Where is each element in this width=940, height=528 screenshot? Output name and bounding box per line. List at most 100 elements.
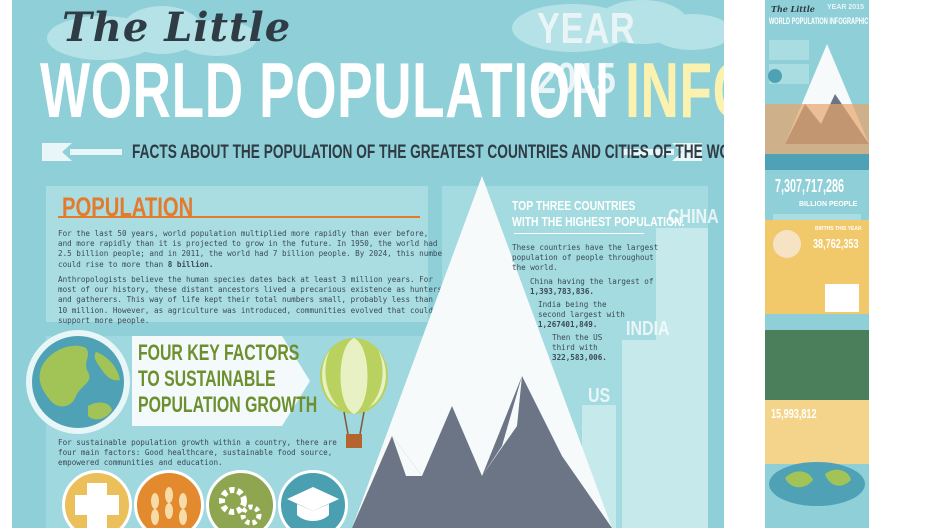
script-title: The Little — [62, 4, 292, 51]
thumb-baby-icon — [773, 230, 801, 258]
balloon-stripe — [322, 350, 340, 408]
factors-line: FOUR KEY FACTORS — [138, 340, 300, 365]
grain — [179, 493, 187, 509]
thumb-births-label: BIRTHS THIS YEAR — [815, 226, 862, 232]
main-title-text: WORLD POPULATION — [40, 46, 626, 134]
medical-cross-icon — [75, 483, 119, 528]
us-population-value: 322,583,006. — [552, 353, 607, 363]
text-line: population of people throughout — [512, 253, 654, 263]
factors-title: FOUR KEY FACTORS TO SUSTAINABLE POPULATI… — [138, 340, 317, 418]
text-line: four main factors: Good healthcare, sust… — [58, 448, 333, 458]
text-line: could rise to more than 8 billion. — [58, 260, 447, 270]
thumb-city — [765, 104, 869, 154]
healthcare-factor — [62, 470, 132, 528]
community-factor — [206, 470, 276, 528]
factors-line: TO SUSTAINABLE — [138, 366, 276, 391]
thumb-panel — [769, 40, 809, 60]
us-fact: Then the US third with 322,583,006. — [552, 333, 607, 364]
text-line: support more people. — [58, 315, 150, 325]
header-clouds — [47, 0, 724, 60]
thumb-births-value: 38,762,353 — [813, 236, 859, 251]
thumb-continent — [785, 471, 813, 488]
india-population-value: 1,267401,849. — [538, 320, 598, 330]
text-line: For the last 50 years, world population … — [58, 229, 429, 238]
gear — [219, 487, 247, 515]
education-factor — [278, 470, 348, 528]
china-fact: China having the largest of 1,393,783,83… — [530, 277, 653, 297]
country-bars — [582, 228, 708, 528]
grain — [151, 493, 159, 509]
top-countries-heading: TOP THREE COUNTRIES WITH THE HIGHEST POP… — [512, 198, 685, 230]
thumb-population-value: 7,307,717,286 — [775, 176, 845, 196]
subtitle-text: FACTS ABOUT THE POPULATION OF THE GREATE… — [132, 142, 724, 163]
thumb-deaths-value: 15,993,812 — [771, 406, 817, 421]
thumb-cemetery — [765, 330, 869, 400]
text-line: India being the — [538, 300, 607, 309]
ribbon-left-tail — [42, 143, 72, 161]
text-line: most of our history, these distant ances… — [58, 285, 443, 295]
text-line: second largest with — [538, 310, 625, 320]
text-line: 2.5 billion people; and in 2011, the wor… — [58, 249, 447, 259]
population-underline — [58, 216, 420, 218]
thumb-continent — [825, 469, 851, 486]
text-line: empowered communities and education. — [58, 458, 223, 468]
banner-arrow — [132, 336, 310, 426]
text-line: Then the US — [552, 333, 603, 342]
text-line: the world. — [512, 263, 558, 273]
population-paragraph-1: For the last 50 years, world population … — [58, 229, 447, 270]
cloud-shape — [652, 14, 724, 50]
food-factor — [134, 470, 204, 528]
thumb-deaths-section — [765, 400, 869, 464]
thumb-globe — [768, 69, 782, 83]
mountain-rock — [352, 376, 612, 528]
year-label: YEAR 2015 — [537, 4, 636, 103]
globe-icon — [26, 330, 130, 434]
snow-patch — [392, 436, 422, 476]
bar-label-us: US — [588, 385, 611, 407]
thumb-population-label: BILLION PEOPLE — [795, 200, 862, 209]
balloon-stripe — [368, 350, 386, 408]
text-line: These countries have the largest — [512, 243, 659, 252]
bar-label-china: CHINA — [668, 206, 719, 228]
thumb-year: YEAR 2015 — [827, 4, 864, 11]
text-line: third with — [552, 343, 598, 353]
factors-line: POPULATION GROWTH — [138, 392, 318, 417]
grain — [179, 509, 187, 525]
thumb-world-map — [769, 462, 865, 506]
bar-china — [656, 228, 708, 528]
cap-base — [297, 504, 329, 521]
cloud-shape — [177, 20, 257, 56]
wheat-icon — [151, 487, 187, 525]
china-population-value: 1,393,783,836. — [530, 287, 595, 297]
gears-icon — [219, 487, 262, 526]
factors-banner — [132, 336, 310, 426]
highlight-value: 8 billion. — [167, 259, 214, 269]
heading-line: TOP THREE COUNTRIES — [512, 198, 636, 213]
bar-label-india: INDIA — [626, 318, 670, 340]
main-title: WORLD POPULATION INFOGRAPHIC — [40, 50, 724, 130]
snow-patch — [482, 376, 522, 476]
infographic-thumbnail[interactable]: The Little YEAR 2015 WORLD POPULATION IN… — [765, 0, 869, 528]
hot-air-balloon-icon — [320, 338, 388, 448]
globe-continent — [94, 352, 120, 381]
thumb-illustration — [765, 40, 869, 506]
thumb-title: WORLD POPULATION INFOGRAPHIC — [769, 16, 869, 26]
grain — [165, 487, 173, 503]
thumb-church — [825, 284, 859, 312]
globe-continent — [39, 345, 90, 407]
subtitle-ribbon — [42, 137, 702, 167]
cap-top — [287, 487, 339, 511]
text-line: and gatherers. This way of life kept the… — [58, 295, 433, 305]
infographic-poster: The Little YEAR 2015 WORLD POPULATION IN… — [12, 0, 724, 528]
population-panel — [46, 186, 428, 322]
text-line: For sustainable population growth within… — [58, 438, 337, 447]
heading-divider — [514, 233, 644, 234]
india-fact: India being the second largest with 1,26… — [538, 300, 625, 331]
grain — [151, 509, 159, 525]
balloon-rope — [359, 411, 365, 435]
population-paragraph-2: Anthropologists believe the human specie… — [58, 275, 442, 326]
population-heading: POPULATION — [62, 192, 194, 222]
globe-continent — [88, 402, 112, 420]
text-line: and more rapidly than it is projected to… — [58, 239, 438, 249]
grain — [165, 503, 173, 519]
